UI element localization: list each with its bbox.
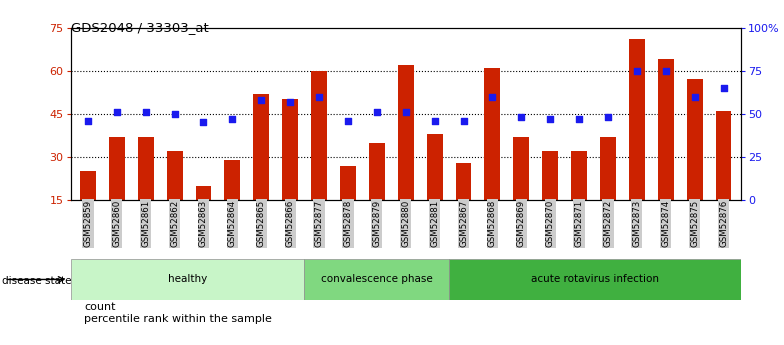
Point: [515, 115, 528, 120]
Text: GSM52864: GSM52864: [228, 200, 237, 247]
Point: [659, 68, 672, 73]
Text: GDS2048 / 33303_at: GDS2048 / 33303_at: [71, 21, 209, 34]
Point: [486, 94, 499, 99]
Point: [630, 68, 643, 73]
Text: GSM52876: GSM52876: [719, 200, 728, 247]
Text: acute rotavirus infection: acute rotavirus infection: [531, 275, 659, 284]
Text: GSM52875: GSM52875: [690, 200, 699, 247]
Bar: [369, 142, 385, 200]
Bar: [109, 137, 125, 200]
Bar: [716, 111, 731, 200]
Point: [111, 109, 123, 115]
Point: [82, 118, 94, 124]
Text: GSM52870: GSM52870: [546, 200, 555, 247]
Bar: [195, 186, 212, 200]
Point: [140, 109, 152, 115]
Point: [457, 118, 470, 124]
Text: count: count: [84, 302, 115, 312]
Bar: [80, 171, 96, 200]
Text: GSM52877: GSM52877: [314, 200, 324, 247]
Bar: [397, 65, 414, 200]
Text: GSM52873: GSM52873: [633, 200, 641, 247]
Text: GSM52871: GSM52871: [575, 200, 583, 247]
Bar: [253, 94, 269, 200]
Text: GSM52868: GSM52868: [488, 200, 497, 247]
Text: GSM52859: GSM52859: [83, 200, 93, 247]
Point: [342, 118, 354, 124]
Text: GSM52879: GSM52879: [372, 200, 381, 247]
Text: GSM52878: GSM52878: [343, 200, 353, 247]
Point: [313, 94, 325, 99]
Bar: [224, 160, 241, 200]
FancyBboxPatch shape: [71, 259, 303, 300]
Text: GSM52869: GSM52869: [517, 200, 526, 247]
Point: [169, 111, 181, 117]
Text: GSM52874: GSM52874: [661, 200, 670, 247]
Text: GSM52867: GSM52867: [459, 200, 468, 247]
Text: GSM52862: GSM52862: [170, 200, 179, 247]
Text: percentile rank within the sample: percentile rank within the sample: [84, 314, 272, 324]
Point: [198, 120, 210, 125]
Text: convalescence phase: convalescence phase: [321, 275, 433, 284]
Bar: [571, 151, 587, 200]
Bar: [282, 99, 298, 200]
Bar: [658, 59, 673, 200]
Text: GSM52880: GSM52880: [401, 200, 410, 247]
Text: GSM52872: GSM52872: [604, 200, 612, 247]
Bar: [629, 39, 644, 200]
Bar: [426, 134, 442, 200]
Text: GSM52866: GSM52866: [285, 200, 295, 247]
Text: GSM52881: GSM52881: [430, 200, 439, 247]
Point: [371, 109, 383, 115]
Point: [284, 99, 296, 105]
Point: [601, 115, 614, 120]
Text: GSM52860: GSM52860: [112, 200, 122, 247]
Point: [399, 109, 412, 115]
FancyBboxPatch shape: [449, 259, 741, 300]
Bar: [543, 151, 558, 200]
Point: [255, 97, 267, 103]
FancyBboxPatch shape: [303, 259, 449, 300]
Bar: [485, 68, 500, 200]
Bar: [456, 163, 471, 200]
Bar: [138, 137, 154, 200]
Text: disease state: disease state: [2, 276, 71, 286]
Point: [688, 94, 701, 99]
Bar: [340, 166, 356, 200]
Text: healthy: healthy: [168, 275, 207, 284]
Text: GSM52863: GSM52863: [199, 200, 208, 247]
Point: [573, 116, 586, 122]
Point: [428, 118, 441, 124]
Bar: [311, 71, 327, 200]
Point: [717, 85, 730, 91]
Bar: [600, 137, 616, 200]
Text: GSM52865: GSM52865: [256, 200, 266, 247]
Point: [226, 116, 238, 122]
Bar: [514, 137, 529, 200]
Bar: [167, 151, 183, 200]
Text: GSM52861: GSM52861: [141, 200, 151, 247]
Bar: [687, 79, 702, 200]
Point: [544, 116, 557, 122]
